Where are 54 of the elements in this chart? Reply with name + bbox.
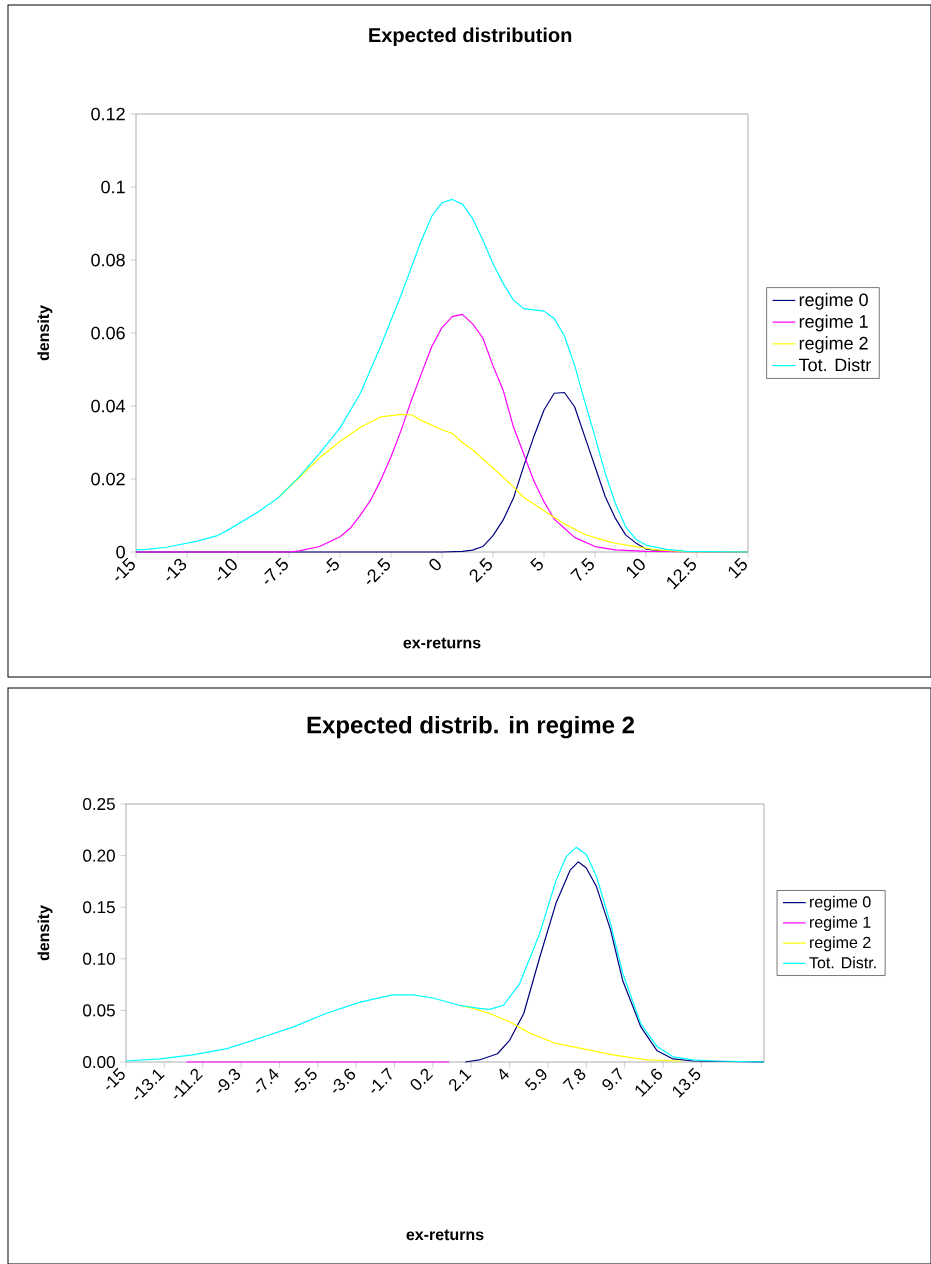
- y-tick-label: 0.15: [83, 901, 115, 914]
- x-tick-label: 7.8: [562, 1068, 586, 1090]
- x-tick-label: -13: [166, 558, 187, 581]
- y-tick-label: 0.05: [83, 1004, 115, 1017]
- legend-label: regime 1: [810, 916, 871, 932]
- x-tick-label: 0: [429, 558, 441, 571]
- legend-label: regime 0: [799, 292, 868, 310]
- x-tick-label: -5.5: [294, 1067, 317, 1093]
- x-axis-title: ex-returns: [403, 637, 481, 649]
- y-tick-label: 0.04: [91, 399, 126, 413]
- x-tick-label: 7.5: [570, 557, 594, 581]
- chart-title: Expected distribution: [369, 27, 572, 47]
- x-tick-label: 15: [728, 557, 747, 579]
- x-tick-label: -15: [115, 557, 135, 581]
- y-axis-title: density: [37, 905, 53, 961]
- x-tick-label: 5.9: [524, 1069, 547, 1091]
- x-tick-label: -3.6: [333, 1068, 356, 1093]
- x-tick-label: 2.5: [469, 557, 493, 583]
- line-series: [125, 846, 765, 1063]
- y-tick-label: 0.20: [83, 849, 115, 862]
- x-tick-label: -10: [217, 558, 237, 581]
- x-tick-label: -5: [326, 557, 339, 574]
- x-tick-label: 5: [530, 557, 543, 571]
- x-tick-label: -7.4: [255, 1068, 279, 1093]
- y-tick-label: 0: [116, 545, 125, 559]
- x-tick-label: 11.6: [635, 1068, 662, 1097]
- y-tick-label: 0.02: [91, 472, 125, 486]
- y-tick-label: 0.1: [101, 180, 125, 194]
- legend-label: Tot. Distr.: [809, 956, 876, 969]
- y-tick-label: 0.00: [83, 1055, 115, 1069]
- legend-label: regime 2: [810, 936, 871, 952]
- x-tick-label: -15: [106, 1067, 125, 1090]
- chart-title: Expected distrib. in regime 2: [307, 715, 635, 739]
- legend-label: regime 0: [810, 895, 871, 911]
- x-tick-label: -2.5: [366, 557, 391, 584]
- line-series: [135, 198, 749, 553]
- x-tick-label: -1.7: [371, 1067, 392, 1093]
- y-tick-label: 0.12: [91, 107, 125, 121]
- y-axis-title: density: [37, 305, 53, 361]
- y-tick-label: 0.08: [91, 253, 125, 267]
- x-tick-label: 9.7: [602, 1067, 623, 1091]
- y-tick-label: 0.06: [91, 326, 125, 340]
- x-tick-label: -9.3: [217, 1068, 241, 1093]
- x-tick-label: 0.2: [410, 1068, 434, 1090]
- legend-label: regime 1: [799, 314, 868, 332]
- legend-label: regime 2: [799, 336, 868, 354]
- x-tick-label: -7.5: [264, 557, 288, 584]
- x-axis-title: ex-returns: [406, 1229, 484, 1241]
- y-tick-label: 0.10: [83, 952, 115, 965]
- x-tick-label: 4: [499, 1068, 509, 1080]
- x-tick-label: 10: [626, 558, 645, 579]
- x-tick-label: 2.1: [449, 1069, 472, 1092]
- legend-label: Tot. Distr: [798, 358, 871, 372]
- y-tick-label: 0.25: [83, 797, 115, 811]
